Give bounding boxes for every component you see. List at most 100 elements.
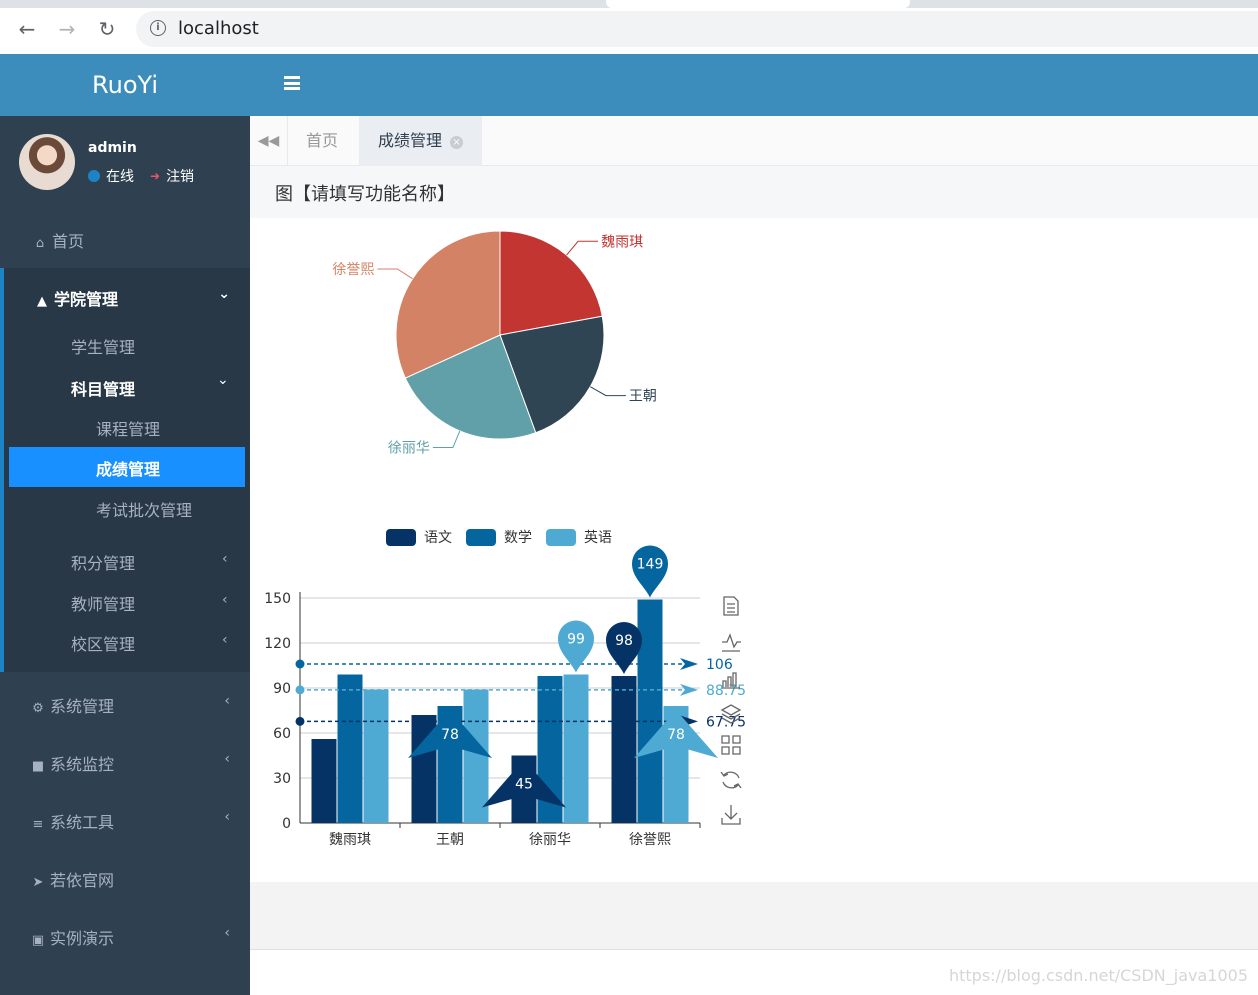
tiled-icon[interactable] bbox=[721, 735, 741, 755]
tab-score[interactable]: 成绩管理 × bbox=[359, 116, 483, 166]
x-tick-label: 徐丽华 bbox=[529, 832, 571, 848]
average-label: 106 bbox=[706, 657, 733, 673]
top-header bbox=[250, 54, 1258, 116]
pie-label-line bbox=[590, 386, 626, 397]
data-view-icon[interactable] bbox=[723, 596, 739, 616]
bar bbox=[463, 689, 489, 823]
sidebar-item-ruoyi-site[interactable]: ➤ 若依官网 bbox=[0, 867, 250, 891]
graduation-cap-icon: ▲ bbox=[37, 294, 47, 309]
sidebar-item-teacher[interactable]: 教师管理 bbox=[71, 595, 136, 614]
y-tick-label: 150 bbox=[264, 591, 291, 607]
y-tick-label: 120 bbox=[264, 636, 291, 652]
pie-slice bbox=[395, 230, 501, 379]
tab-label: 成绩管理 bbox=[378, 131, 443, 150]
forward-icon[interactable]: → bbox=[58, 17, 76, 41]
sidebar-item-monitor[interactable]: ■ 系统监控 ‹ bbox=[0, 751, 250, 775]
average-line-start bbox=[295, 659, 305, 669]
browser-tabstrip bbox=[0, 0, 1258, 8]
sidebar-item-label: 系统监控 bbox=[50, 755, 115, 774]
user-name: admin bbox=[88, 140, 137, 156]
average-label: 67.75 bbox=[706, 714, 746, 730]
save-image-icon[interactable] bbox=[721, 805, 741, 825]
main-content: 图【请填写功能名称】 魏雨琪 王朝 徐丽华 徐誉熙 语文 数学 英语 0 30 60 90 120 15… bbox=[250, 166, 1258, 882]
pie-label: 徐誉熙 bbox=[332, 262, 374, 278]
bar-chart-icon[interactable] bbox=[722, 672, 740, 689]
browser-active-tab[interactable] bbox=[606, 0, 910, 8]
user-status: 在线 ➜ 注销 bbox=[88, 166, 194, 186]
legend-label: 英语 bbox=[584, 529, 612, 546]
x-tick-label: 魏雨琪 bbox=[329, 832, 371, 848]
chevron-left-icon: ‹ bbox=[224, 809, 230, 825]
sidebar-item-score[interactable]: 成绩管理 bbox=[9, 447, 245, 487]
logout-link[interactable]: 注销 bbox=[166, 169, 195, 185]
max-label: 99 bbox=[567, 632, 585, 648]
average-line-arrow bbox=[680, 658, 698, 670]
location-arrow-icon: ➤ bbox=[32, 875, 44, 890]
min-arrow bbox=[634, 710, 718, 758]
sidebar-item-label: 若依官网 bbox=[50, 871, 115, 890]
pie-label: 王朝 bbox=[629, 389, 657, 405]
pie-label-line bbox=[566, 240, 599, 256]
legend-label: 数学 bbox=[504, 530, 532, 546]
browser-address-bar: ← → ↻ i localhost bbox=[0, 8, 1258, 50]
logout-icon[interactable]: ➜ bbox=[150, 169, 161, 183]
y-tick-label: 30 bbox=[273, 771, 291, 787]
restore-icon[interactable] bbox=[720, 771, 742, 789]
x-tick-label: 徐誉熙 bbox=[629, 832, 671, 848]
tabs-scroll-left-icon[interactable]: ◀◀ bbox=[250, 116, 288, 166]
chevron-down-icon: ⌄ bbox=[217, 372, 229, 388]
sidebar-item-label: 首页 bbox=[52, 232, 85, 251]
footer-band bbox=[250, 882, 1258, 950]
chevron-left-icon: ‹ bbox=[224, 925, 230, 941]
close-icon[interactable]: × bbox=[450, 136, 464, 149]
url-text[interactable]: localhost bbox=[178, 18, 259, 39]
sidebar-item-student[interactable]: 学生管理 bbox=[71, 338, 136, 357]
sidebar-item-subject[interactable]: 科目管理 bbox=[71, 380, 136, 399]
bar bbox=[337, 674, 363, 823]
menu-toggle-icon[interactable] bbox=[284, 76, 300, 90]
sidebar-item-label: 学院管理 bbox=[54, 290, 119, 309]
avatar[interactable] bbox=[19, 134, 75, 190]
stack-icon[interactable] bbox=[720, 704, 742, 724]
min-label: 78 bbox=[667, 727, 685, 743]
app-logo[interactable]: RuoYi bbox=[0, 54, 250, 116]
online-status-icon bbox=[88, 170, 100, 182]
user-panel: admin 在线 ➜ 注销 bbox=[0, 116, 250, 204]
bar bbox=[611, 676, 637, 823]
sidebar-item-label: 实例演示 bbox=[50, 929, 115, 948]
bar bbox=[563, 674, 589, 823]
site-info-icon[interactable]: i bbox=[150, 20, 166, 36]
sidebar-item-home[interactable]: ⌂ 首页 bbox=[0, 228, 250, 252]
sidebar-item-exam-batch[interactable]: 考试批次管理 bbox=[96, 501, 193, 520]
sidebar-item-system[interactable]: ⚙ 系统管理 ‹ bbox=[0, 693, 250, 717]
sidebar-item-course[interactable]: 课程管理 bbox=[96, 420, 161, 439]
chevron-left-icon: ‹ bbox=[222, 551, 228, 567]
sidebar-item-campus[interactable]: 校区管理 bbox=[71, 635, 136, 654]
pie-label-line bbox=[377, 268, 413, 280]
sidebar-item-points[interactable]: 积分管理 bbox=[71, 554, 136, 573]
average-line-start bbox=[295, 716, 305, 726]
url-field[interactable]: i localhost bbox=[136, 11, 1258, 47]
line-chart-icon[interactable] bbox=[722, 633, 741, 652]
back-icon[interactable]: ← bbox=[18, 17, 36, 41]
chevron-down-icon: ⌄ bbox=[218, 286, 230, 302]
min-arrow bbox=[482, 759, 566, 808]
reload-icon[interactable]: ↻ bbox=[98, 17, 116, 41]
max-pin bbox=[606, 622, 642, 674]
sidebar-item-label: 系统管理 bbox=[50, 697, 115, 716]
chevron-left-icon: ‹ bbox=[224, 751, 230, 767]
tab-home[interactable]: 首页 bbox=[306, 131, 339, 150]
sidebar-item-tools[interactable]: ≡ 系统工具 ‹ bbox=[0, 809, 250, 833]
y-tick-label: 0 bbox=[282, 816, 291, 832]
gear-icon: ⚙ bbox=[32, 701, 44, 716]
video-camera-icon: ■ bbox=[31, 759, 45, 774]
sidebar-item-college[interactable]: ▲ 学院管理 ⌄ bbox=[0, 286, 250, 310]
legend-swatch bbox=[466, 529, 496, 546]
average-line-arrow bbox=[680, 683, 698, 696]
sidebar-item-label: 系统工具 bbox=[50, 813, 115, 832]
sidebar-item-demo[interactable]: ▣ 实例演示 ‹ bbox=[0, 925, 250, 949]
pie-slice bbox=[404, 334, 537, 440]
chevron-left-icon: ‹ bbox=[224, 693, 230, 709]
chevron-left-icon: ‹ bbox=[222, 632, 228, 648]
legend-swatch bbox=[386, 529, 416, 546]
